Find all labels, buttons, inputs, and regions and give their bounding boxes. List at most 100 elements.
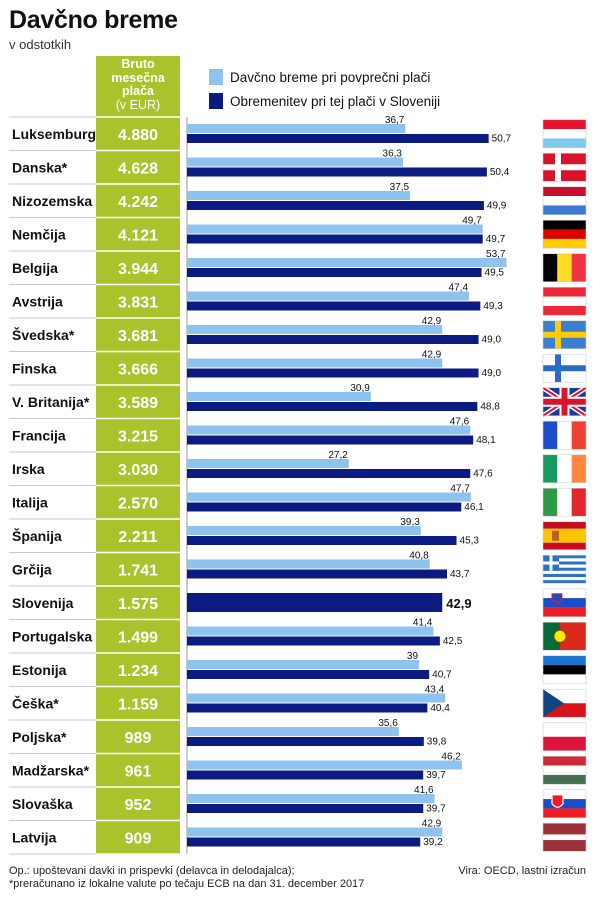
flag-slovenia-band-3 [543,607,586,617]
flag-slovakia-border [542,789,587,819]
data-label-average-španija: 39,3 [400,517,420,528]
flag-ireland-icon [542,454,587,484]
flag-slovenia-band-2 [543,598,586,608]
bar-slovenia-češka [187,703,428,713]
salary-value-češka: 1.159 [118,696,158,713]
flag-slovenia-band-1 [543,588,586,599]
flag-germany-icon [542,219,587,249]
flag-czechia-icon [542,688,587,718]
flag-italy-band-2 [557,488,572,517]
data-label-average-nemčija: 49,7 [462,216,482,227]
flag-greece-stripe [543,555,586,559]
country-label-slovenija: Slovenija [12,595,74,611]
flag-france-band-3 [571,421,586,450]
salary-value-estonija: 1.234 [118,663,158,680]
flag-estonia-icon [542,655,587,685]
flag-sweden-border [542,320,587,350]
flag-greece-stripe [543,564,586,568]
data-label-slovenia-švedska: 49,0 [482,335,502,346]
flag-uk-cross-h [543,398,586,405]
legend-swatch-slovenia [209,93,223,109]
country-label-avstrija: Avstrija [12,293,63,309]
data-label-slovenia-finska: 49,0 [482,368,502,379]
flag-estonia-border [542,655,587,685]
data-label-average-danska: 36,3 [383,149,403,160]
data-label-slovenia-avstrija: 49,3 [483,301,503,312]
flag-belgium-border [542,253,587,283]
flag-greece-stripe [543,561,586,565]
country-label-grčija: Grčija [12,561,52,577]
data-label-slovenia-poljska: 39,8 [427,737,447,748]
bar-slovenia-finska [187,368,479,378]
flag-germany-band-3 [543,238,586,249]
salary-value-grčija: 1.741 [118,562,158,579]
flag-italy-band-1 [543,488,558,517]
flag-finland-border [542,353,587,383]
flag-luxembourg-icon [542,119,587,149]
flag-luxembourg-border [542,119,587,149]
country-label-nizozemska: Nizozemska [12,193,92,209]
chart-subtitle: v odstotkih [9,37,72,52]
salary-header-line-2: mesečna [111,70,165,85]
bar-average-luksemburg [187,124,406,133]
salary-value-poljska: 989 [125,730,152,747]
salary-value-finska: 3.666 [118,361,158,378]
bar-slovenia-luksemburg [187,134,489,143]
flag-greece-stripe [543,580,586,584]
data-label-average-francija: 47,6 [450,417,470,428]
data-label-slovenia-irska: 47,6 [473,469,493,480]
flag-latvia-top [543,823,586,835]
bar-average-v-britanija [187,392,371,401]
flag-denmark-icon [542,152,587,182]
salary-value-irska: 3.030 [118,462,158,479]
flag-netherlands-band-3 [543,205,586,215]
bar-slovenia-italija [187,502,462,512]
country-label-nemčija: Nemčija [12,226,66,242]
flag-portugal-green [543,622,560,651]
flag-latvia-icon [542,822,587,852]
country-label-estonija: Estonija [12,662,67,678]
data-label-slovenia-italija: 46,1 [464,502,484,513]
bar-slovenia-v-britanija [187,402,478,411]
country-label-slovaška: Slovaška [12,796,73,812]
data-label-average-portugalska: 41,4 [413,618,433,629]
data-label-average-madžarska: 46,2 [441,752,461,763]
flag-estonia-band-3 [543,674,586,684]
bar-slovenia-belgija [187,268,482,277]
salary-value-avstrija: 3.831 [118,294,158,311]
flag-finland-cross-h [543,365,586,372]
bar-average-estonija [187,660,420,669]
flag-spain-border [542,521,587,551]
data-label-average-avstrija: 47,4 [449,283,469,294]
data-label-average-italija: 47,7 [450,484,470,495]
source-note: Vira: OECD, lastni izračun [458,865,586,877]
data-label-average-belgija: 53,7 [486,249,506,260]
bar-slovenia-slovaška [187,804,424,813]
country-label-luksemburg: Luksemburg [12,126,96,142]
flag-poland-border [542,722,587,752]
bar-slovenia-španija [187,536,457,545]
bar-average-nizozemska [187,191,411,200]
flag-latvia-border [542,822,587,852]
flag-ireland-band-1 [543,454,558,483]
salary-header-unit: (v EUR) [115,97,161,112]
flag-slovenia-border [542,588,587,618]
bar-slovenia-avstrija [187,301,481,311]
flag-slovakia-coat [551,794,564,808]
flag-hungary-border [542,755,587,785]
data-label-slovenia-slovaška: 39,7 [426,804,446,815]
salary-value-francija: 3.215 [118,428,158,445]
legend-item-slovenia: Obremenitev pri tej plači v Sloveniji [209,93,440,109]
salary-value-nemčija: 4.121 [118,227,158,244]
bar-slovenia-madžarska [187,770,424,780]
salary-value-švedska: 3.681 [118,328,158,345]
footnote-line-2: *preračunano iz lokalne valute po tečaju… [9,878,365,890]
flag-sweden-cross-h [543,331,586,338]
flag-greece-border [542,554,587,584]
flag-estonia-band-2 [543,665,586,675]
country-label-portugalska: Portugalska [12,628,92,644]
flag-slovenia-icon [542,588,587,618]
flag-austria-band-1 [543,287,586,297]
bar-average-grčija [187,559,430,569]
flag-spain-band-2 [543,528,586,543]
